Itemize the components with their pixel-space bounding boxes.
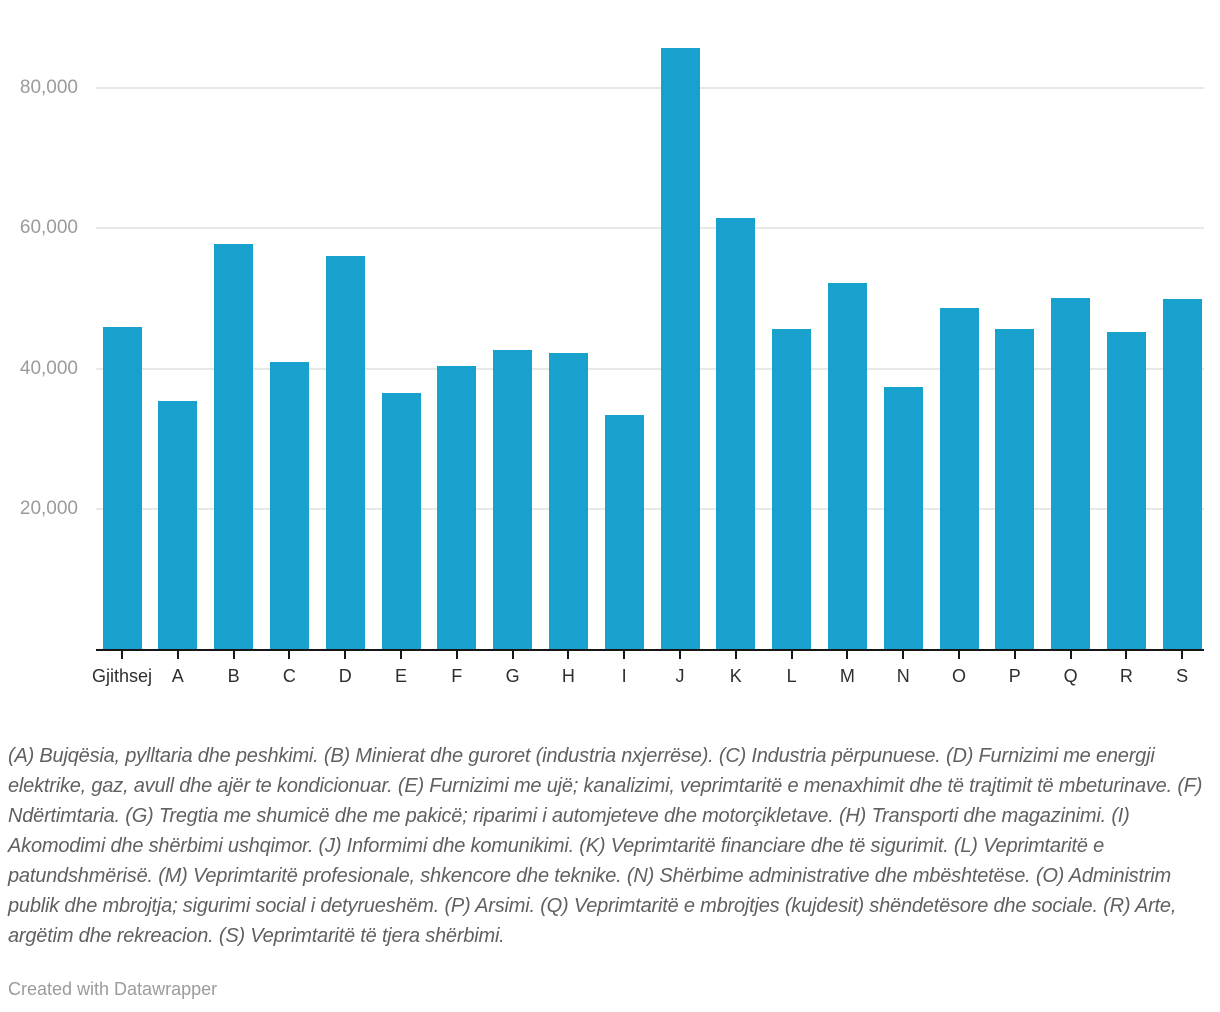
x-tick-O <box>958 651 960 659</box>
x-tick-I <box>623 651 626 659</box>
x-tick-Q <box>1069 651 1072 659</box>
x-axis-label-H: H <box>561 666 575 686</box>
x-tick-H <box>567 651 570 659</box>
y-axis-label-60,000: 60,000 <box>19 217 78 239</box>
x-axis-label-D: D <box>338 666 352 686</box>
y-axis-label-80,000: 80,000 <box>19 77 78 98</box>
x-tick-C <box>288 651 291 659</box>
bar-O <box>939 308 979 649</box>
x-axis-label-L: L <box>786 666 797 686</box>
bar-N <box>883 387 923 649</box>
x-axis-label-G: G <box>505 666 520 686</box>
x-tick-N <box>902 651 905 659</box>
bar-Q <box>1051 297 1091 649</box>
x-axis-label-Gjithsej: Gjithsej <box>91 666 153 686</box>
x-axis-label-N: N <box>896 666 910 686</box>
x-tick-Gjithsej <box>121 651 123 659</box>
gridline-20,000 <box>96 507 1204 510</box>
bar-A <box>158 400 198 649</box>
x-tick-J <box>679 651 681 659</box>
x-tick-D <box>344 651 347 659</box>
x-tick-F <box>455 651 458 659</box>
y-axis-label-20,000: 20,000 <box>19 497 78 519</box>
x-tick-K <box>734 651 737 659</box>
bar-M <box>827 282 867 649</box>
bar-L <box>772 329 812 649</box>
footnote-text: (A) Bujqësia, pylltaria dhe peshkimi. (B… <box>8 745 1203 947</box>
bar-F <box>437 366 477 649</box>
x-axis-label-B: B <box>227 666 240 686</box>
bar-C <box>269 362 309 649</box>
bar-I <box>604 414 644 649</box>
x-axis-label-I: I <box>621 666 627 686</box>
x-axis-label-K: K <box>729 666 742 686</box>
x-axis-label-P: P <box>1008 666 1021 686</box>
gridline-60,000 <box>96 227 1204 230</box>
bar-H <box>548 353 588 649</box>
bar-G <box>493 350 533 649</box>
bar-R <box>1106 332 1146 649</box>
bar-J <box>660 48 700 649</box>
bar-D <box>325 255 365 649</box>
x-axis-label-C: C <box>282 666 296 686</box>
x-tick-S <box>1181 651 1184 659</box>
x-axis-label-Q: Q <box>1063 666 1078 686</box>
bar-S <box>1162 299 1202 649</box>
x-tick-B <box>232 651 235 659</box>
x-tick-P <box>1013 651 1016 659</box>
x-tick-M <box>846 651 849 659</box>
x-axis-label-O: O <box>951 666 966 686</box>
x-tick-G <box>511 651 514 659</box>
x-tick-E <box>400 651 402 659</box>
x-axis-label-A: A <box>171 666 184 686</box>
gridline-80,000 <box>96 87 1204 89</box>
bar-E <box>381 393 421 649</box>
x-axis-label-F: F <box>451 666 463 686</box>
x-axis-label-S: S <box>1176 666 1189 686</box>
bar-B <box>214 243 254 649</box>
bar-P <box>995 328 1035 649</box>
x-axis-label-M: M <box>839 666 855 686</box>
bar-K <box>716 217 756 649</box>
x-axis-label-R: R <box>1119 666 1133 686</box>
x-axis-label-E: E <box>394 666 407 686</box>
bar-Gjithsej <box>102 327 142 649</box>
datawrapper-credit-link[interactable]: Created with Datawrapper <box>8 979 218 999</box>
y-axis-label-40,000: 40,000 <box>19 357 78 379</box>
x-axis: Gjithsej A B C D E F G H I J K L M N O P Q R S <box>92 664 1204 692</box>
gridline-40,000 <box>96 367 1204 370</box>
x-tick-L <box>790 651 793 659</box>
x-tick-R <box>1125 651 1128 659</box>
x-tick-A <box>176 651 179 659</box>
x-axis-label-J: J <box>675 666 685 686</box>
plot-area: 20,000 40,000 60,000 80,000 <box>20 8 1204 659</box>
